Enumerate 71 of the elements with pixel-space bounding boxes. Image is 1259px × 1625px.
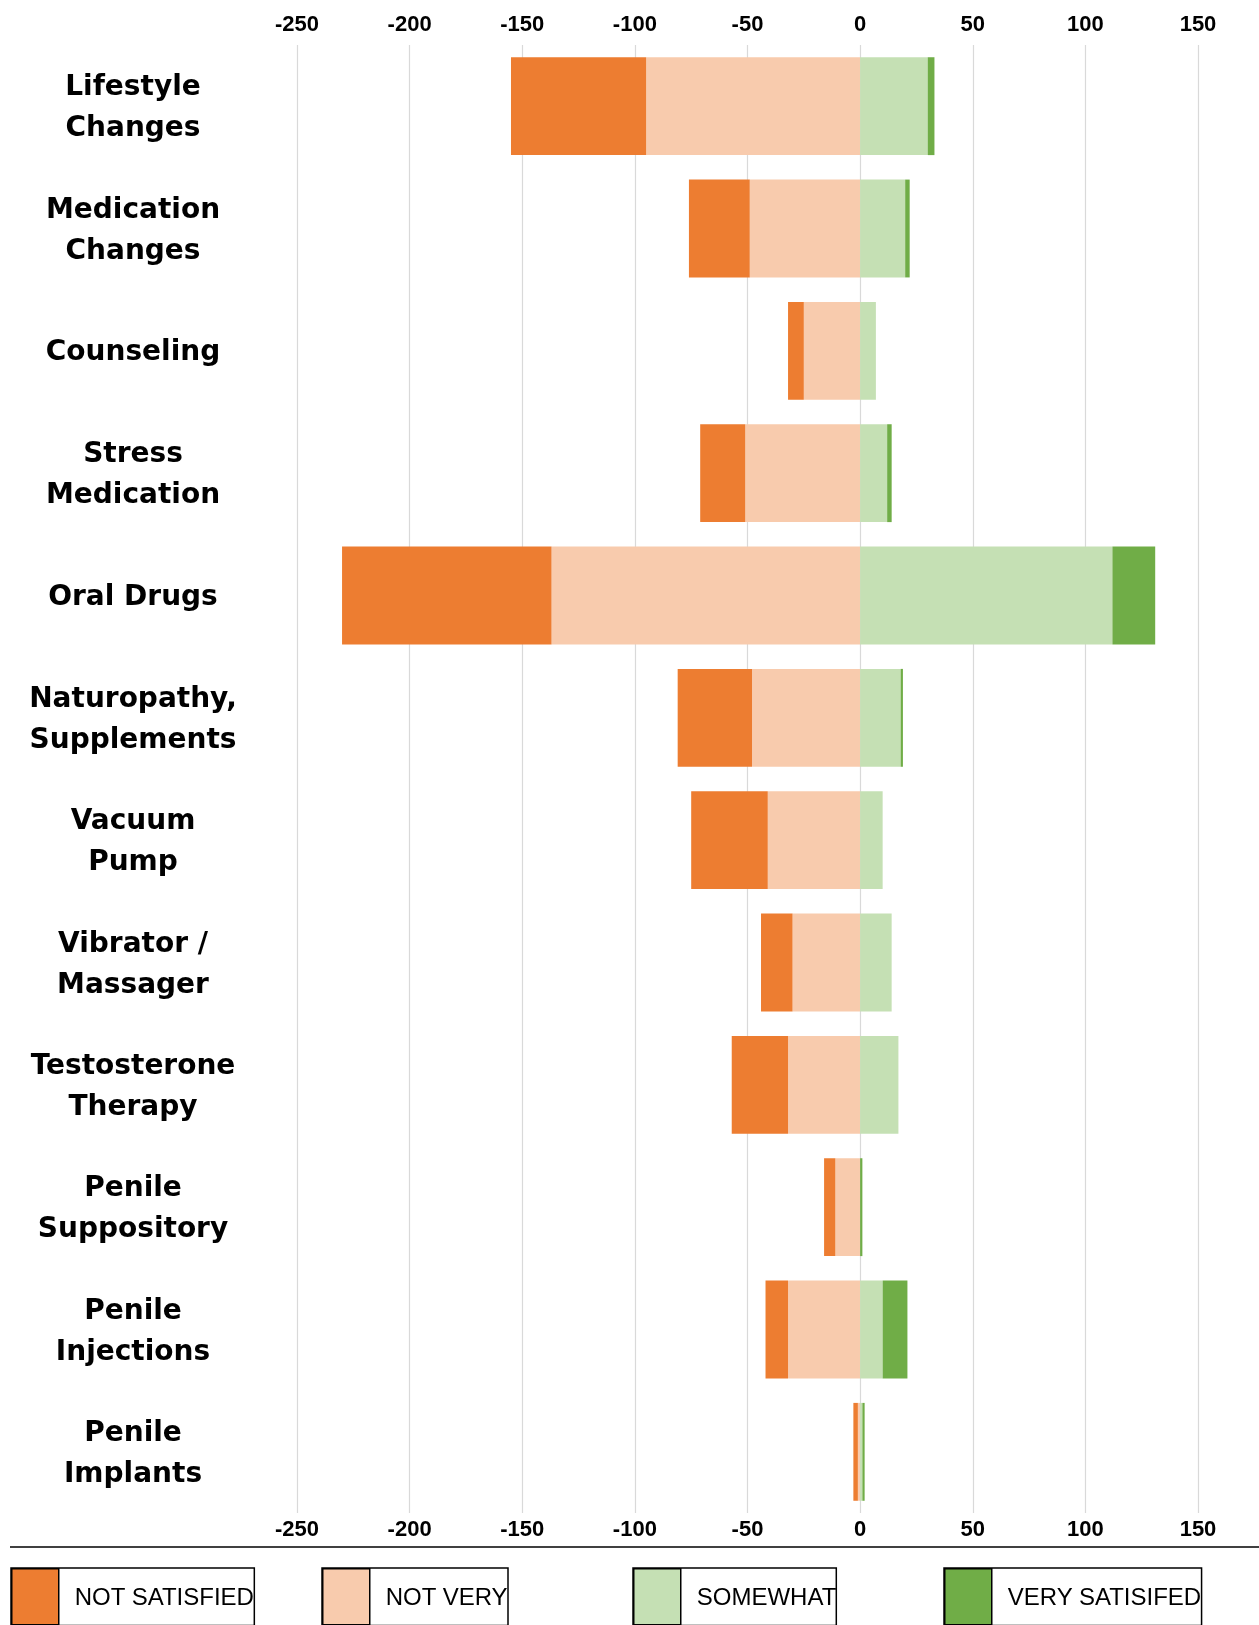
x-tick-label: 150	[1179, 1515, 1217, 1541]
bar	[752, 668, 861, 767]
bar	[761, 913, 793, 1012]
bar	[765, 1280, 789, 1379]
bar	[882, 1280, 908, 1379]
x2-tick-label: -100	[612, 10, 657, 36]
y-tick-label: Oral Drugs	[48, 579, 218, 612]
x-tick-label: 50	[960, 1515, 985, 1541]
y-tick-label: Penile Implants	[63, 1414, 203, 1489]
x-tick-label: -200	[387, 1515, 432, 1541]
legend-label: VERY SATISIFED	[1007, 1583, 1202, 1611]
x2-tick-label: -200	[387, 10, 432, 36]
bar	[860, 913, 892, 1012]
bar	[767, 791, 861, 890]
y-tick-label: Naturopathy, Supplements	[29, 680, 237, 755]
bar	[749, 179, 861, 278]
y-tick-label: Vibrator / Massager	[57, 925, 210, 1000]
bar	[803, 301, 861, 400]
y-tick-label: Stress Medication	[45, 436, 221, 511]
legend-label: NOT SATISFIED	[74, 1583, 254, 1611]
x-tick-label: 0	[854, 1515, 867, 1541]
bar	[887, 424, 892, 523]
bar	[860, 668, 901, 767]
y-tick-label: Testosterone Therapy	[30, 1047, 236, 1122]
bar	[691, 791, 768, 890]
bar	[551, 546, 861, 645]
bar	[788, 1035, 861, 1134]
bar	[700, 424, 746, 523]
x2-tick-label: 100	[1067, 10, 1104, 36]
bar	[342, 546, 552, 645]
bar	[646, 57, 861, 156]
bar	[860, 1035, 899, 1134]
y-tick-label: Penile Injections	[55, 1292, 211, 1367]
x2-tick-label: -150	[500, 10, 545, 36]
bar	[860, 424, 888, 523]
y-tick-label: Counseling	[45, 334, 221, 368]
legend-label: SOMEWHAT	[696, 1583, 837, 1611]
bar	[731, 1035, 789, 1134]
x2-tick-label: 50	[960, 10, 985, 36]
bar	[745, 424, 861, 523]
bar	[853, 1402, 858, 1501]
x-tick-label: -100	[612, 1515, 657, 1541]
bar	[860, 1280, 883, 1379]
bar	[788, 1280, 861, 1379]
bar	[860, 57, 928, 156]
legend-label: NOT VERY	[385, 1583, 508, 1611]
x2-tick-label: -50	[731, 10, 764, 36]
x-tick-label: -150	[500, 1515, 545, 1541]
bar	[824, 1158, 836, 1257]
bar	[860, 301, 876, 400]
bar	[905, 179, 910, 278]
x2-tick-label: -250	[274, 10, 320, 36]
y-tick-label: Medication Changes	[45, 191, 221, 266]
y-tick-label: Vacuum Pump	[70, 803, 196, 878]
bar	[792, 913, 861, 1012]
bar	[860, 791, 883, 890]
bar	[1112, 546, 1156, 645]
x2-tick-label: 0	[854, 10, 867, 36]
bar	[677, 668, 753, 767]
bar	[688, 179, 750, 278]
y-tick-label: Lifestyle Changes	[65, 69, 201, 144]
bar	[835, 1158, 861, 1257]
bar	[860, 546, 1113, 645]
x-tick-label: -250	[274, 1515, 320, 1541]
bar	[510, 57, 647, 156]
x2-tick-label: 150	[1179, 10, 1217, 36]
x-tick-label: 100	[1067, 1515, 1104, 1541]
y-tick-label: Penile Suppository	[37, 1170, 229, 1245]
bar	[860, 179, 906, 278]
bar	[788, 301, 804, 400]
x-tick-label: -50	[731, 1515, 764, 1541]
